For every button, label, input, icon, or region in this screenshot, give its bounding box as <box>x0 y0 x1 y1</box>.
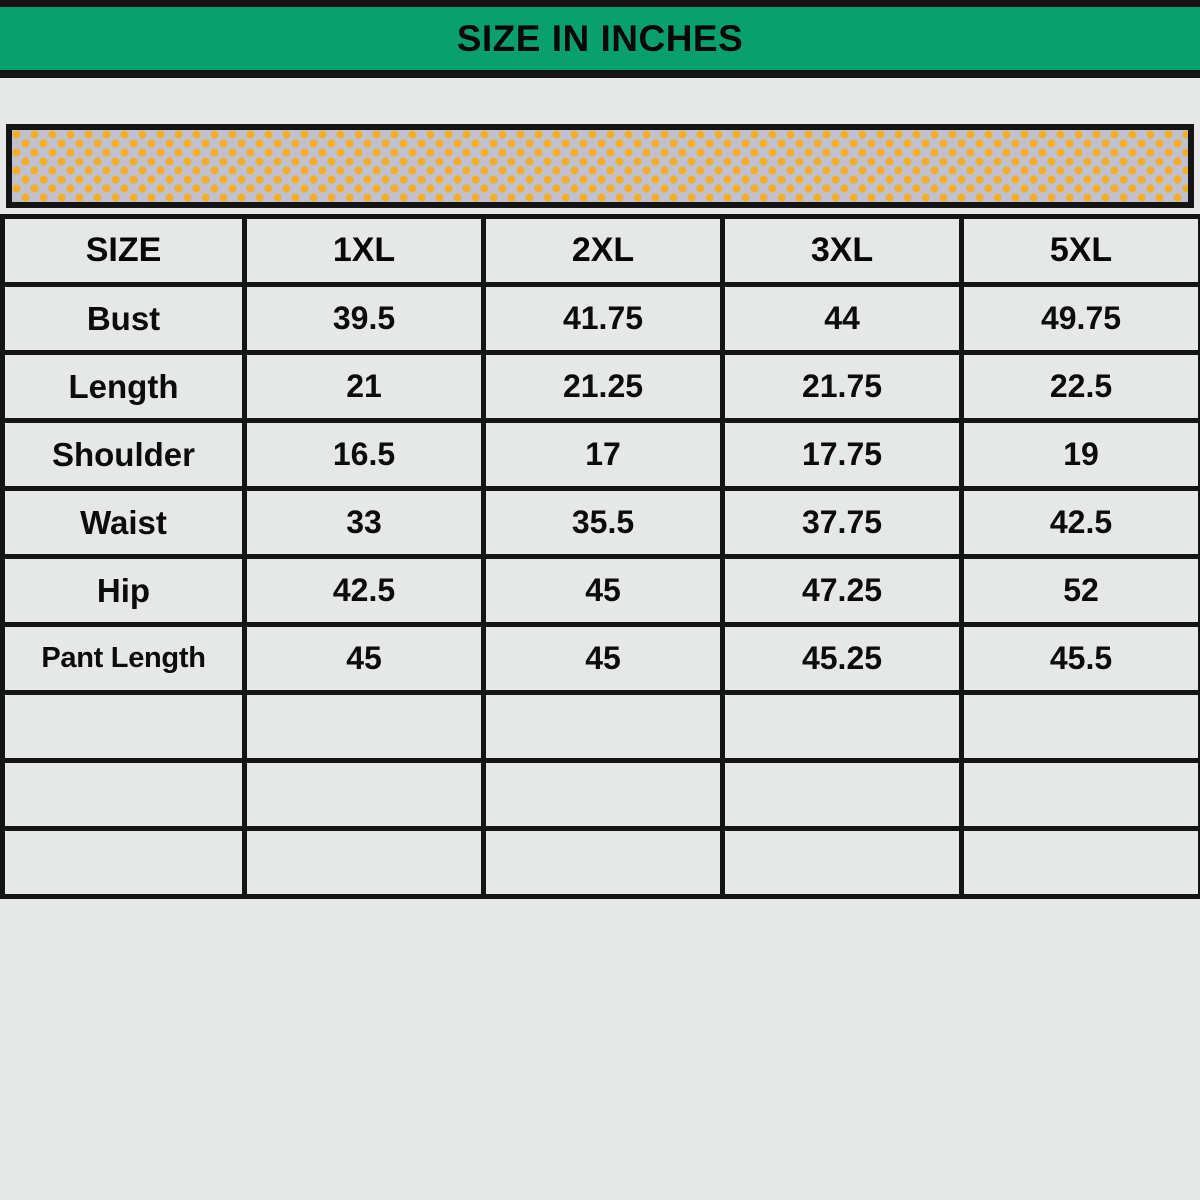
column-header-size: SIZE <box>0 214 247 287</box>
cell-waist-1xl: 33 <box>242 486 486 559</box>
cell-pant-length-5xl: 45.5 <box>959 622 1200 695</box>
row-label-pant-length: Pant Length <box>0 622 247 695</box>
empty-cell <box>720 690 964 763</box>
table-row: Pant Length 45 45 45.25 45.5 <box>0 622 1200 695</box>
cell-length-5xl: 22.5 <box>959 350 1200 423</box>
row-label-length: Length <box>0 350 247 423</box>
cell-bust-3xl: 44 <box>720 282 964 355</box>
empty-cell <box>959 826 1200 899</box>
empty-cell <box>242 826 486 899</box>
cell-hip-5xl: 52 <box>959 554 1200 627</box>
cell-length-1xl: 21 <box>242 350 486 423</box>
cell-bust-2xl: 41.75 <box>481 282 725 355</box>
empty-cell <box>0 758 247 831</box>
table-row: Waist 33 35.5 37.75 42.5 <box>0 486 1200 559</box>
cell-shoulder-1xl: 16.5 <box>242 418 486 491</box>
size-chart-table: SIZE 1XL 2XL 3XL 5XL Bust 39.5 41.75 44 … <box>0 214 1200 899</box>
empty-cell <box>481 758 725 831</box>
cell-hip-2xl: 45 <box>481 554 725 627</box>
empty-cell <box>959 690 1200 763</box>
polka-dot-band <box>6 124 1194 208</box>
empty-cell <box>242 758 486 831</box>
row-label-shoulder: Shoulder <box>0 418 247 491</box>
empty-cell <box>959 758 1200 831</box>
row-label-hip: Hip <box>0 554 247 627</box>
empty-cell <box>0 690 247 763</box>
cell-shoulder-5xl: 19 <box>959 418 1200 491</box>
cell-hip-3xl: 47.25 <box>720 554 964 627</box>
cell-shoulder-3xl: 17.75 <box>720 418 964 491</box>
cell-waist-5xl: 42.5 <box>959 486 1200 559</box>
column-header-2xl: 2XL <box>481 214 725 287</box>
cell-pant-length-1xl: 45 <box>242 622 486 695</box>
cell-bust-1xl: 39.5 <box>242 282 486 355</box>
cell-length-3xl: 21.75 <box>720 350 964 423</box>
empty-cell <box>720 758 964 831</box>
row-label-bust: Bust <box>0 282 247 355</box>
cell-bust-5xl: 49.75 <box>959 282 1200 355</box>
cell-hip-1xl: 42.5 <box>242 554 486 627</box>
size-table-container: SIZE 1XL 2XL 3XL 5XL Bust 39.5 41.75 44 … <box>0 214 1200 899</box>
empty-cell <box>242 690 486 763</box>
table-row: Hip 42.5 45 47.25 52 <box>0 554 1200 627</box>
column-header-3xl: 3XL <box>720 214 964 287</box>
cell-waist-2xl: 35.5 <box>481 486 725 559</box>
table-row-empty <box>0 690 1200 763</box>
cell-pant-length-3xl: 45.25 <box>720 622 964 695</box>
cell-pant-length-2xl: 45 <box>481 622 725 695</box>
page-title: SIZE IN INCHES <box>456 18 744 59</box>
row-label-waist: Waist <box>0 486 247 559</box>
empty-cell <box>0 826 247 899</box>
empty-cell <box>481 826 725 899</box>
cell-length-2xl: 21.25 <box>481 350 725 423</box>
table-row-empty <box>0 826 1200 899</box>
title-banner: SIZE IN INCHES <box>0 0 1200 78</box>
empty-cell <box>720 826 964 899</box>
column-header-1xl: 1XL <box>242 214 486 287</box>
table-row: Bust 39.5 41.75 44 49.75 <box>0 282 1200 355</box>
cell-shoulder-2xl: 17 <box>481 418 725 491</box>
column-header-5xl: 5XL <box>959 214 1200 287</box>
table-header-row: SIZE 1XL 2XL 3XL 5XL <box>0 214 1200 287</box>
table-row: Shoulder 16.5 17 17.75 19 <box>0 418 1200 491</box>
cell-waist-3xl: 37.75 <box>720 486 964 559</box>
empty-cell <box>481 690 725 763</box>
table-row-empty <box>0 758 1200 831</box>
table-row: Length 21 21.25 21.75 22.5 <box>0 350 1200 423</box>
